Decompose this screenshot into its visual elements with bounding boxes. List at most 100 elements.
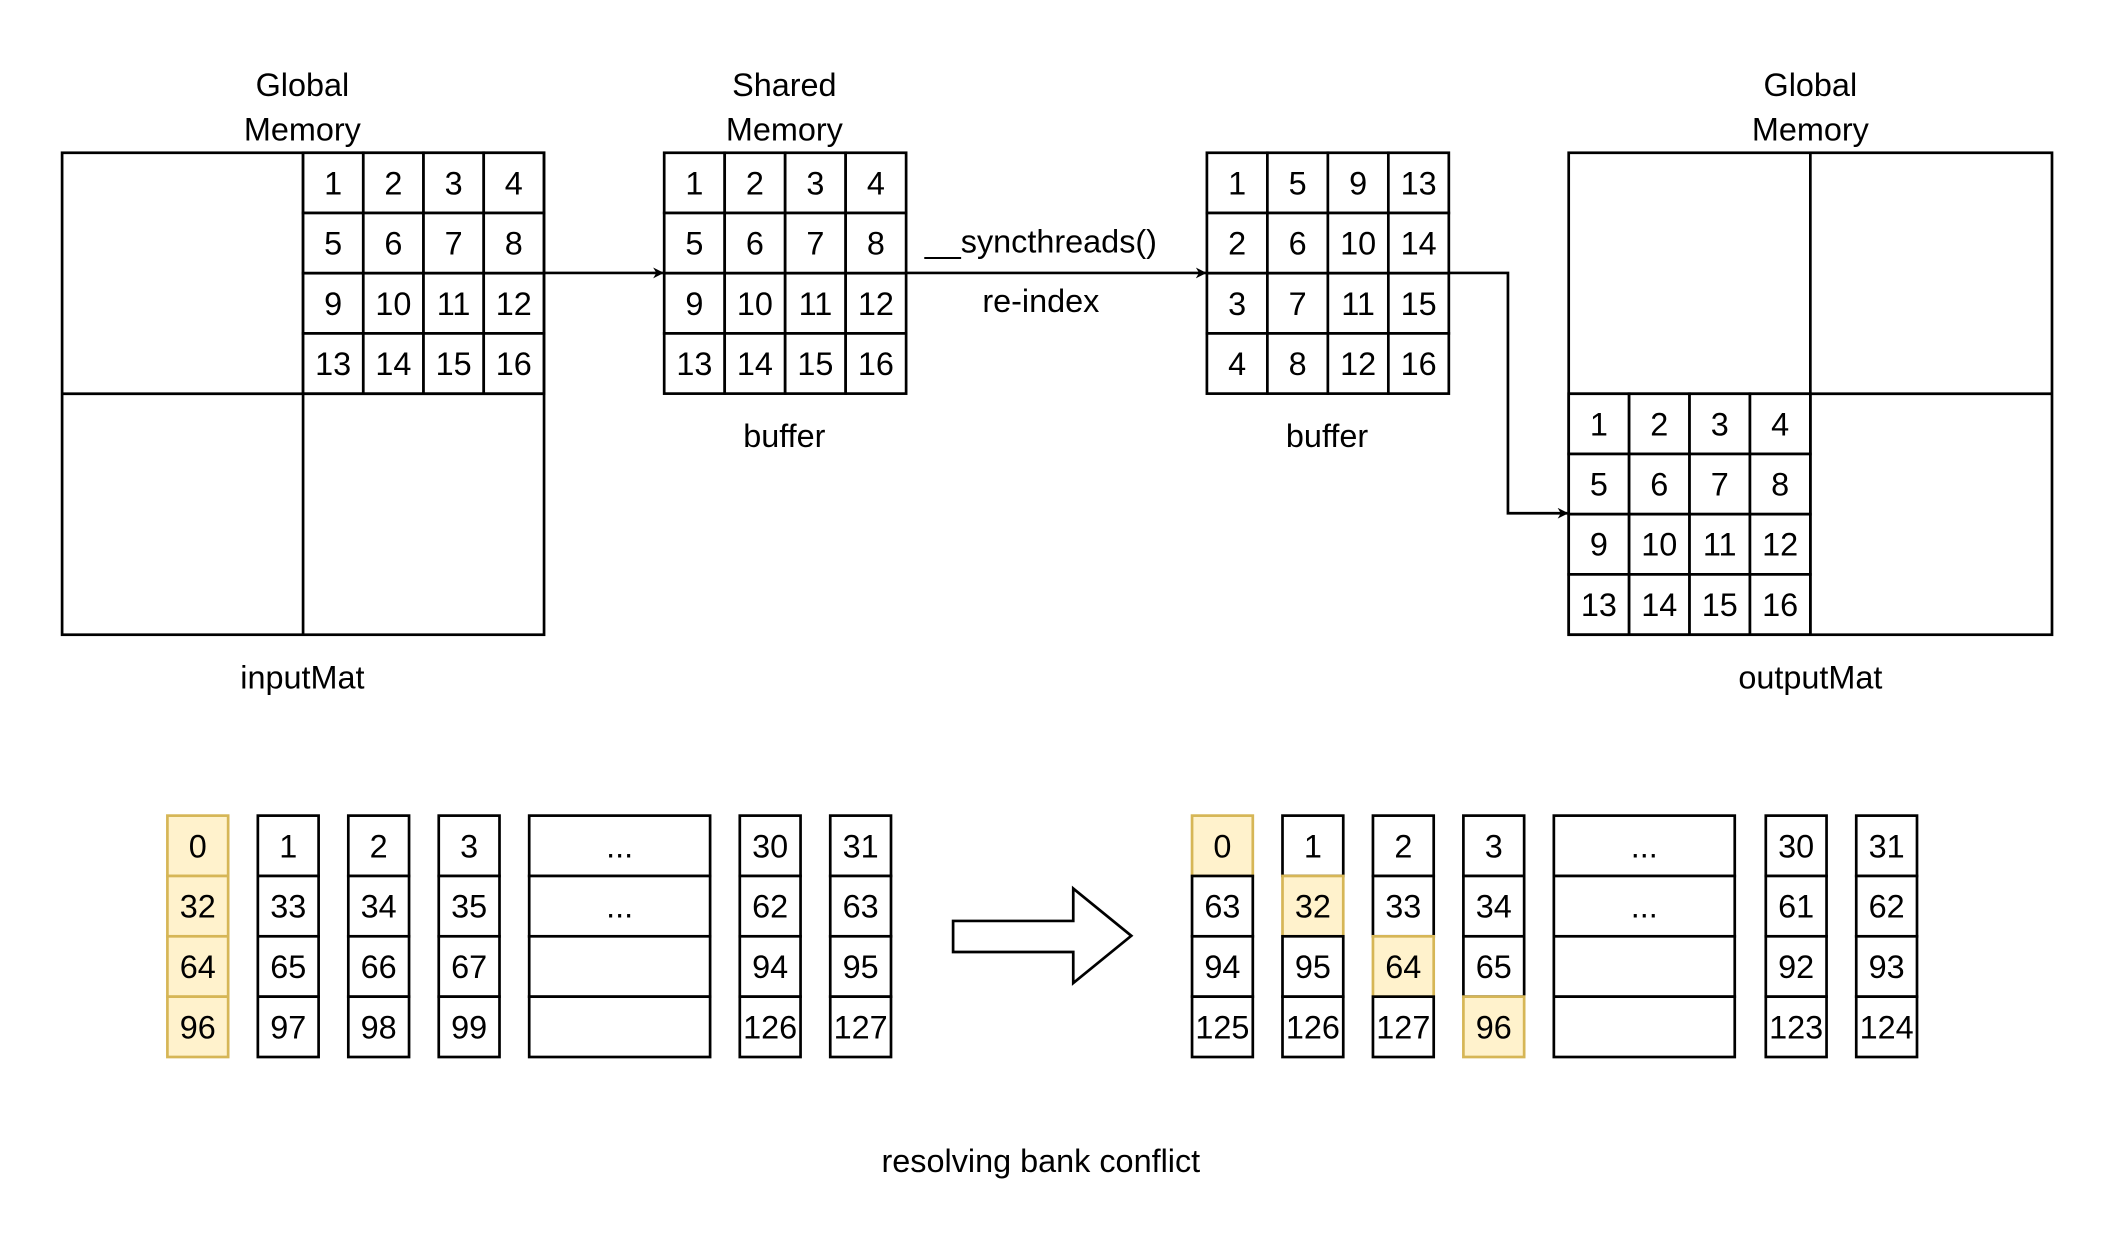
bank-cell bbox=[1552, 934, 1737, 999]
input-tile-cell-value: 13 bbox=[315, 346, 351, 382]
shared-buffer-cell-value: 12 bbox=[858, 286, 894, 322]
syncthreads-label: __syncthreads() bbox=[924, 224, 1157, 260]
bank-cell-value: 2 bbox=[370, 828, 388, 864]
reindexed-buffer-cell-value: 5 bbox=[1289, 165, 1307, 201]
arrow-reindexed-to-output bbox=[1448, 271, 1569, 519]
output-tile-cell bbox=[1627, 573, 1691, 636]
input-tile-cell-value: 12 bbox=[496, 286, 532, 322]
output-tile-cell-value: 2 bbox=[1650, 406, 1668, 442]
reindexed-buffer-cell bbox=[1386, 332, 1451, 395]
input-tile-cell-value: 10 bbox=[375, 286, 411, 322]
input-tile-cell bbox=[482, 151, 546, 215]
bank-cell-value: 64 bbox=[180, 949, 216, 985]
bank-cell-value: 94 bbox=[1204, 949, 1240, 985]
bank-cell bbox=[828, 874, 893, 938]
bank-cell bbox=[1371, 874, 1436, 938]
input-title-line1: Global bbox=[256, 67, 350, 103]
output-tile-cell bbox=[1567, 392, 1631, 456]
bank-cell-value: 95 bbox=[1295, 949, 1331, 985]
bank-cell bbox=[828, 814, 893, 878]
bank-cell-value: 99 bbox=[451, 1009, 487, 1045]
bank-cell-value: 2 bbox=[1394, 828, 1412, 864]
reindexed-buffer-cell-value: 3 bbox=[1228, 286, 1246, 322]
bank-layout-after: 0 63 94 125 1 32 95 126 2 33 64 127 3 34 65 96...... 30 6… bbox=[1190, 814, 1919, 1059]
shared-buffer-cell bbox=[723, 211, 787, 275]
reindexed-buffer-cell-value: 15 bbox=[1401, 286, 1437, 322]
bank-cell-value: 95 bbox=[843, 949, 879, 985]
input-tile-cell-value: 9 bbox=[324, 286, 342, 322]
reindexed-buffer-cell-value: 7 bbox=[1289, 286, 1307, 322]
input-tile-cell bbox=[301, 332, 365, 395]
input-tile-cell bbox=[301, 151, 365, 215]
bank-cell-value: 123 bbox=[1769, 1009, 1823, 1045]
bank-cell bbox=[166, 934, 230, 999]
bank-cell-value: 63 bbox=[1204, 889, 1240, 925]
input-tile-cell bbox=[422, 151, 486, 215]
bank-cell bbox=[1371, 814, 1436, 878]
input-tile-cell-value: 15 bbox=[436, 346, 472, 382]
bank-cell bbox=[1552, 995, 1737, 1059]
input-tile-cell-value: 7 bbox=[445, 226, 463, 262]
bank-layout-before: 0 32 64 96 1 33 65 97 2 34 66 98 3 35 67 99...... 30 62 94… bbox=[166, 814, 893, 1059]
reindexed-buffer-cell bbox=[1326, 332, 1390, 395]
reindexed-buffer-cell-value: 16 bbox=[1401, 346, 1437, 382]
input-tile-cell-value: 4 bbox=[505, 165, 523, 201]
shared-buffer-cell-value: 9 bbox=[685, 286, 703, 322]
reindexed-buffer-cell-value: 2 bbox=[1228, 226, 1246, 262]
shared-buffer-cell-value: 8 bbox=[867, 226, 885, 262]
bank-cell bbox=[738, 995, 802, 1059]
reindexed-buffer-cell bbox=[1266, 332, 1330, 395]
shared-buffer-cell-value: 7 bbox=[806, 226, 824, 262]
bank-cell bbox=[256, 934, 320, 999]
reindexed-buffer-cell-value: 4 bbox=[1228, 346, 1246, 382]
bank-cell-value: 31 bbox=[843, 828, 879, 864]
bank-cell bbox=[437, 995, 501, 1059]
bank-cell bbox=[828, 995, 893, 1059]
shared-buffer-cell-value: 2 bbox=[746, 165, 764, 201]
bank-cell bbox=[437, 934, 501, 999]
output-tile-cell-value: 4 bbox=[1771, 406, 1789, 442]
output-matrix-label: outputMat bbox=[1738, 660, 1882, 696]
bank-cell-value: 67 bbox=[451, 949, 487, 985]
bank-cell bbox=[166, 874, 230, 938]
bank-cell-value: 92 bbox=[1778, 949, 1814, 985]
bank-cell-value: 97 bbox=[270, 1009, 306, 1045]
shared-buffer-cell-value: 13 bbox=[676, 346, 712, 382]
bank-cell-value: 34 bbox=[1476, 889, 1512, 925]
input-tile-cell bbox=[422, 271, 486, 335]
input-tile-cell-value: 14 bbox=[375, 346, 411, 382]
output-tile-cell bbox=[1627, 452, 1691, 516]
shared-buffer-cell bbox=[723, 332, 787, 395]
bank-cell-value: ... bbox=[606, 889, 633, 925]
bank-cell-value: 35 bbox=[451, 889, 487, 925]
bank-cell-value: 96 bbox=[180, 1009, 216, 1045]
bank-cell-value: 65 bbox=[270, 949, 306, 985]
output-tile-cell-value: 10 bbox=[1641, 527, 1677, 563]
input-tile-cell bbox=[361, 211, 425, 275]
shared-title-line2: Memory bbox=[726, 112, 844, 148]
reindexed-buffer-label: buffer bbox=[1286, 418, 1368, 454]
bank-cell-value: 1 bbox=[279, 828, 297, 864]
bank-cell-value: 94 bbox=[752, 949, 788, 985]
output-tile-cell-value: 1 bbox=[1590, 406, 1608, 442]
input-tile-cell bbox=[301, 271, 365, 335]
input-tile-cell-value: 11 bbox=[437, 286, 471, 322]
bank-cell bbox=[1552, 874, 1737, 938]
input-tile-cell-value: 5 bbox=[324, 226, 342, 262]
shared-buffer-cell-value: 5 bbox=[685, 226, 703, 262]
reindexed-buffer-cell bbox=[1205, 211, 1269, 275]
reindexed-buffer-cell bbox=[1386, 211, 1451, 275]
input-tile-cell-value: 3 bbox=[445, 165, 463, 201]
bank-cell bbox=[346, 874, 411, 938]
bank-cell bbox=[346, 934, 411, 999]
output-tile-cell-value: 7 bbox=[1711, 467, 1729, 503]
input-tile-cell bbox=[422, 332, 486, 395]
output-tile-cell bbox=[1567, 512, 1631, 576]
bank-cell bbox=[1764, 995, 1828, 1059]
bank-cell-value: 64 bbox=[1385, 949, 1421, 985]
bank-cell bbox=[738, 934, 802, 999]
